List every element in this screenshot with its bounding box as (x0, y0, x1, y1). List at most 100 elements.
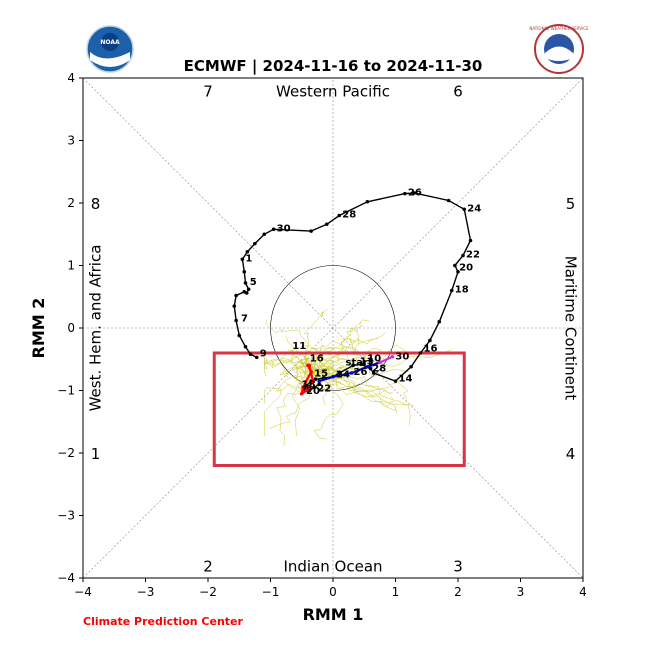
observed-point (468, 238, 473, 243)
y-tick-label: −3 (57, 509, 75, 523)
forecast-range-box (212, 351, 466, 467)
day-label: 15 (314, 368, 328, 379)
phase-number: 2 (203, 558, 213, 576)
ensemble-member-line (313, 368, 394, 401)
observed-point (240, 257, 245, 262)
phase-number: 4 (566, 445, 576, 463)
y-tick-label: 2 (67, 196, 75, 210)
observed-point (304, 383, 309, 388)
nws-logo-text: NATIONAL WEATHER SERVICE (529, 26, 589, 31)
ensemble-member-line (276, 372, 308, 447)
day-label: 28 (342, 210, 356, 221)
region-label-west-hem-africa: West. Hem. and Africa (87, 245, 105, 412)
observed-point (409, 364, 413, 369)
observed-point (253, 241, 257, 246)
observed-point (312, 385, 317, 390)
phase-number: 8 (91, 195, 101, 213)
forecast-segment-line (379, 355, 393, 364)
day-label: 13 (360, 356, 374, 367)
ensemble-member-line (322, 347, 359, 375)
observed-point (242, 269, 247, 274)
ensemble-member-line (315, 355, 343, 388)
y-tick-label: −4 (57, 571, 75, 585)
x-tick-label: 3 (517, 585, 525, 599)
day-label: 20 (459, 263, 473, 274)
x-tick-label: −4 (74, 585, 92, 599)
observed-point (461, 253, 465, 258)
observed-point (243, 281, 248, 285)
y-tick-label: 0 (67, 321, 75, 335)
forecast-point (304, 388, 309, 393)
observed-point (248, 352, 253, 357)
ensemble-member-line (314, 327, 360, 375)
region-label-western-pacific: Western Pacific (276, 83, 390, 101)
ensemble-member-line (286, 336, 317, 374)
day-label: 24 (467, 203, 481, 214)
day-label: 20 (306, 386, 320, 397)
phase-number: 3 (453, 558, 463, 576)
observed-point (449, 288, 454, 293)
observed-point (337, 371, 342, 375)
phase-number: 6 (453, 83, 463, 101)
observed-point (437, 319, 442, 324)
ensemble-member-line (264, 372, 309, 404)
x-tick-label: −1 (262, 585, 280, 599)
diagonal-line (82, 77, 584, 579)
chart-title: ECMWF | 2024-11-16 to 2024-11-30 (184, 57, 483, 76)
day-label: 26 (408, 188, 422, 199)
phase-number: 5 (566, 195, 576, 213)
forecast-point (378, 360, 382, 365)
ensemble-member-line (294, 365, 312, 385)
ensemble-member-line (264, 360, 306, 436)
ensemble-member-line (316, 357, 362, 371)
ensemble-member-line (300, 341, 326, 364)
phase-number-labels: 7 6 8 5 1 4 2 3 (91, 83, 576, 576)
y-tick-label: 4 (67, 71, 75, 85)
ensemble-member-line (315, 356, 392, 395)
phase-number: 1 (91, 445, 101, 463)
day-label: 26 (354, 367, 368, 378)
ensemble-member-line (305, 357, 348, 375)
observed-point (246, 287, 251, 292)
observed-point (371, 371, 376, 375)
observed-point (262, 232, 267, 237)
forecast-point (311, 379, 315, 383)
day-label: 30 (395, 351, 409, 362)
observed-point (456, 269, 460, 274)
day-label: 7 (241, 313, 248, 324)
x-tick-label: −2 (199, 585, 217, 599)
observed-point (351, 363, 355, 368)
observed-point (365, 199, 370, 204)
ensemble-member-line (313, 358, 397, 411)
day-label: 22 (317, 383, 331, 394)
observed-point (237, 333, 242, 338)
noaa-logo-text: NOAA (100, 39, 120, 46)
forecast-track (299, 354, 395, 396)
observed-point (243, 344, 248, 349)
forecast-point (301, 385, 305, 390)
observed-point (368, 366, 373, 371)
day-label: 5 (250, 277, 257, 288)
forecast-point (390, 354, 395, 359)
observed-point (271, 227, 276, 232)
forecast-point (349, 371, 354, 375)
observed-point (234, 293, 238, 298)
x-tick-label: 2 (454, 585, 462, 599)
x-tick-label: 1 (392, 585, 400, 599)
x-axis-label: RMM 1 (303, 605, 364, 624)
y-axis-label: RMM 2 (29, 298, 48, 359)
day-label: 1 (245, 253, 252, 264)
day-label: 16 (424, 343, 438, 354)
forecast-point (299, 391, 304, 396)
phase-number: 7 (203, 83, 213, 101)
x-tick-label: 0 (329, 585, 337, 599)
national-weather-service-logo: NATIONAL WEATHER SERVICE (529, 24, 589, 74)
ensemble-member-line (291, 359, 312, 437)
observed-point (324, 222, 329, 227)
day-label: 18 (455, 285, 469, 296)
observed-point (453, 263, 457, 268)
y-tick-label: −2 (57, 446, 75, 460)
observed-point (244, 291, 249, 295)
